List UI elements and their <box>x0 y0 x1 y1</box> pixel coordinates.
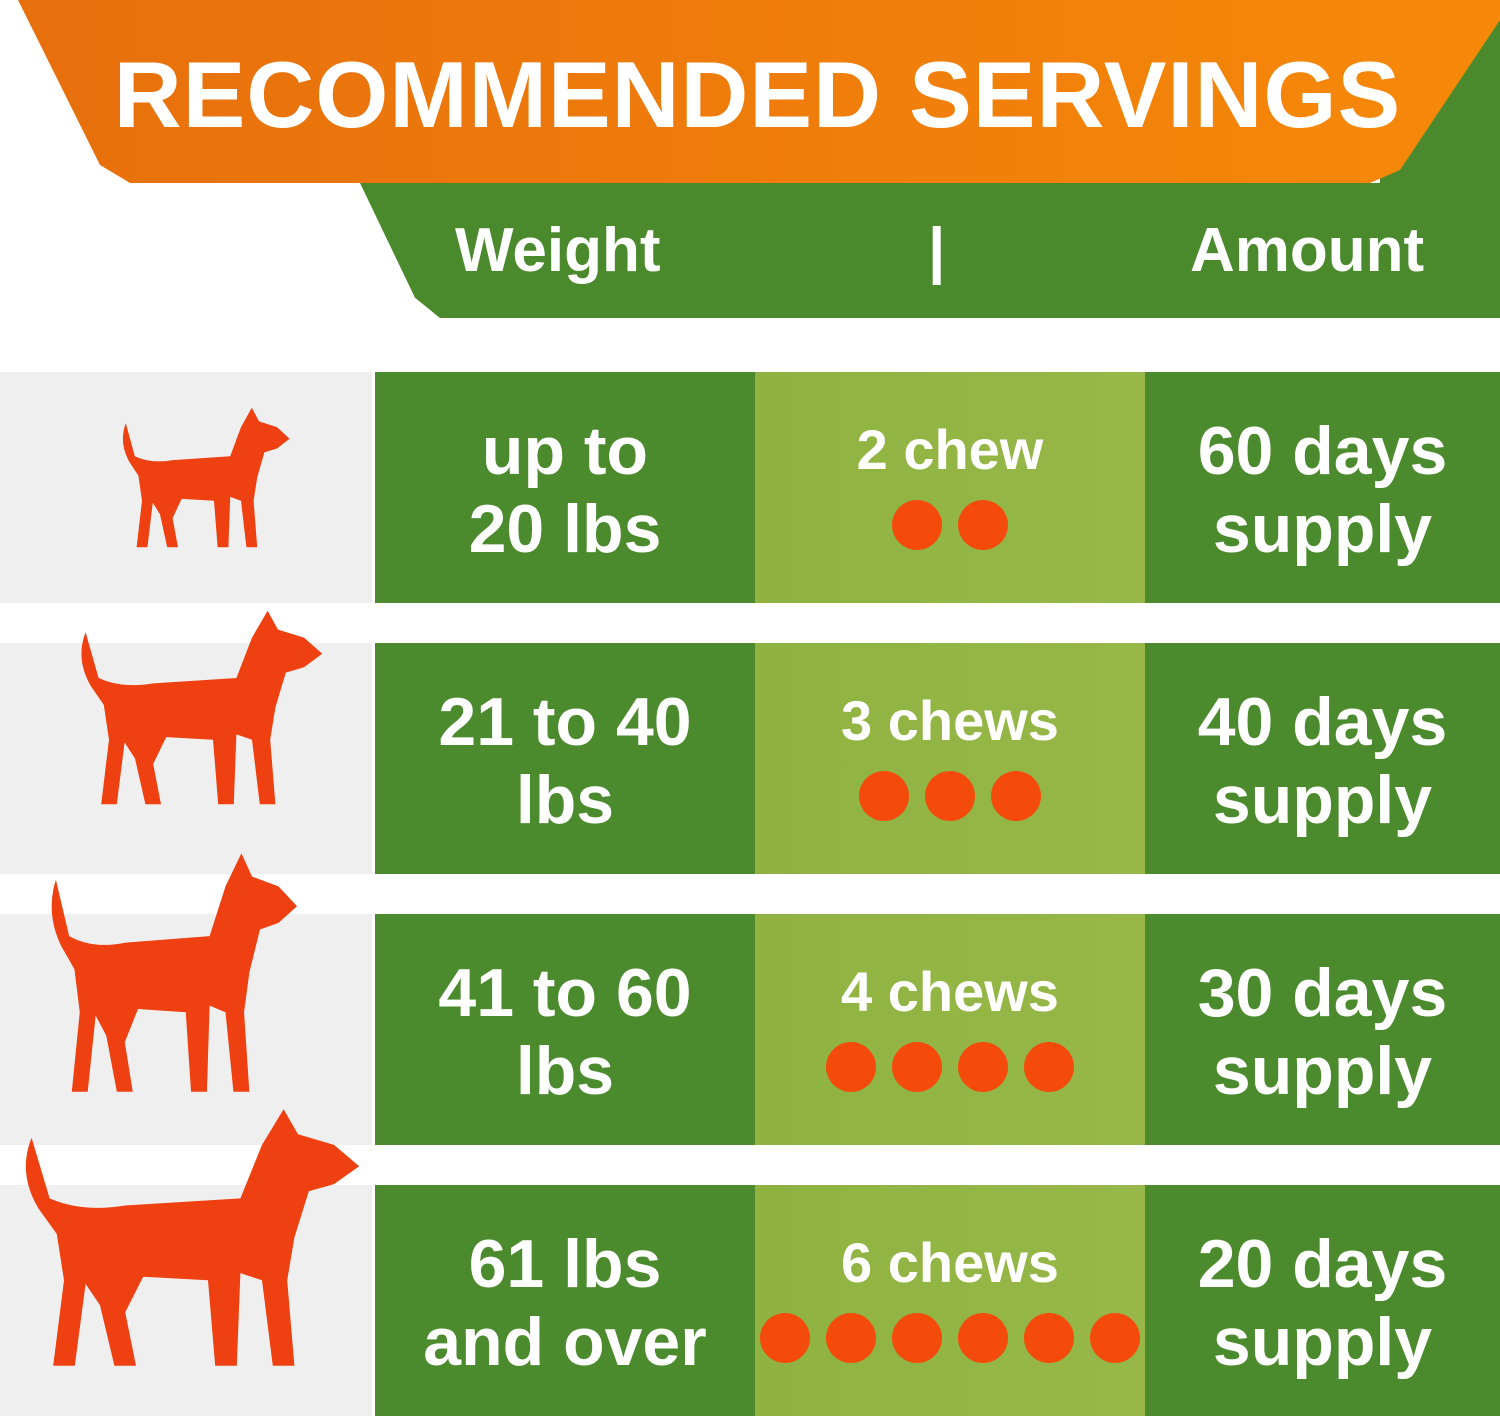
header-weight: Weight <box>455 216 661 285</box>
chew-dots <box>755 771 1145 821</box>
supply-text: 60 days supply <box>1145 412 1500 568</box>
chew-dot <box>958 500 1008 550</box>
supply-line-2: supply <box>1212 1304 1433 1380</box>
chew-dot <box>925 771 975 821</box>
supply-line-1: 30 days <box>1197 955 1448 1031</box>
chew-dot <box>760 1313 810 1363</box>
beagle-dog-icon <box>81 610 323 805</box>
supply-line-1: 40 days <box>1197 684 1448 760</box>
supply-text: 40 days supply <box>1145 683 1500 839</box>
chew-dot <box>826 1313 876 1363</box>
chews-label: 4 chews <box>841 960 1059 1023</box>
weight-line-1: 41 to 60 <box>438 955 692 1031</box>
weight-cell: up to 20 lbs <box>375 372 755 603</box>
weight-cell: 41 to 60 lbs <box>375 914 755 1145</box>
weight-line-2: lbs <box>515 762 615 838</box>
weight-text: up to 20 lbs <box>375 412 755 568</box>
weight-cell: 21 to 40 lbs <box>375 643 755 874</box>
weight-text: 61 lbs and over <box>375 1225 755 1381</box>
supply-text: 20 days supply <box>1145 1225 1500 1381</box>
weight-line-2: and over <box>423 1304 707 1380</box>
chew-dot <box>826 1042 876 1092</box>
title-banner <box>18 0 1500 183</box>
chew-dot <box>892 1313 942 1363</box>
chew-dot <box>892 500 942 550</box>
weight-cell: 61 lbs and over <box>375 1185 755 1416</box>
chew-dot <box>1024 1313 1074 1363</box>
header-band <box>360 183 1500 318</box>
chew-dot <box>958 1042 1008 1092</box>
supply-line-1: 20 days <box>1197 1226 1448 1302</box>
weight-line-2: lbs <box>515 1033 615 1109</box>
chews-cell: 3 chews <box>755 643 1145 874</box>
supply-line-1: 60 days <box>1197 413 1448 489</box>
weight-line-1: up to <box>481 413 649 489</box>
supply-cell: 30 days supply <box>1145 914 1500 1145</box>
header-amount: Amount <box>1190 216 1425 285</box>
chew-dot <box>958 1313 1008 1363</box>
header-divider: | <box>928 216 946 285</box>
weight-line-1: 21 to 40 <box>438 684 692 760</box>
chew-dot <box>991 771 1041 821</box>
serving-row: 21 to 40 lbs 3 chews 40 days supply <box>0 643 1500 874</box>
chews-cell: 2 chew <box>755 372 1145 603</box>
supply-cell: 40 days supply <box>1145 643 1500 874</box>
chew-dot <box>1024 1042 1074 1092</box>
chew-dots <box>755 500 1145 550</box>
chew-dot <box>859 771 909 821</box>
large-dog-icon <box>25 1109 360 1366</box>
supply-line-2: supply <box>1212 1033 1433 1109</box>
chew-dot <box>892 1042 942 1092</box>
weight-text: 21 to 40 lbs <box>375 683 755 839</box>
chews-label: 3 chews <box>841 689 1059 752</box>
small-dog-icon <box>122 407 290 548</box>
supply-line-2: supply <box>1212 491 1433 567</box>
weight-line-1: 61 lbs <box>468 1226 662 1302</box>
serving-row: 41 to 60 lbs 4 chews 30 days supply <box>0 914 1500 1145</box>
chews-label: 2 chew <box>856 418 1044 481</box>
chews-cell: 6 chews <box>755 1185 1145 1416</box>
chew-dot <box>1090 1313 1140 1363</box>
chews-label: 6 chews <box>841 1231 1059 1294</box>
serving-row: up to 20 lbs 2 chew 60 days supply <box>0 372 1500 603</box>
supply-line-2: supply <box>1212 762 1433 838</box>
supply-cell: 60 days supply <box>1145 372 1500 603</box>
supply-cell: 20 days supply <box>1145 1185 1500 1416</box>
weight-line-2: 20 lbs <box>468 491 662 567</box>
page-title: RECOMMENDED SERVINGS <box>113 42 1402 147</box>
terrier-dog-icon <box>51 853 298 1092</box>
chew-dots <box>755 1042 1145 1092</box>
supply-text: 30 days supply <box>1145 954 1500 1110</box>
serving-row: 61 lbs and over 6 chews 20 days supply <box>0 1185 1500 1416</box>
chews-cell: 4 chews <box>755 914 1145 1145</box>
weight-text: 41 to 60 lbs <box>375 954 755 1110</box>
chew-dots <box>755 1313 1145 1363</box>
